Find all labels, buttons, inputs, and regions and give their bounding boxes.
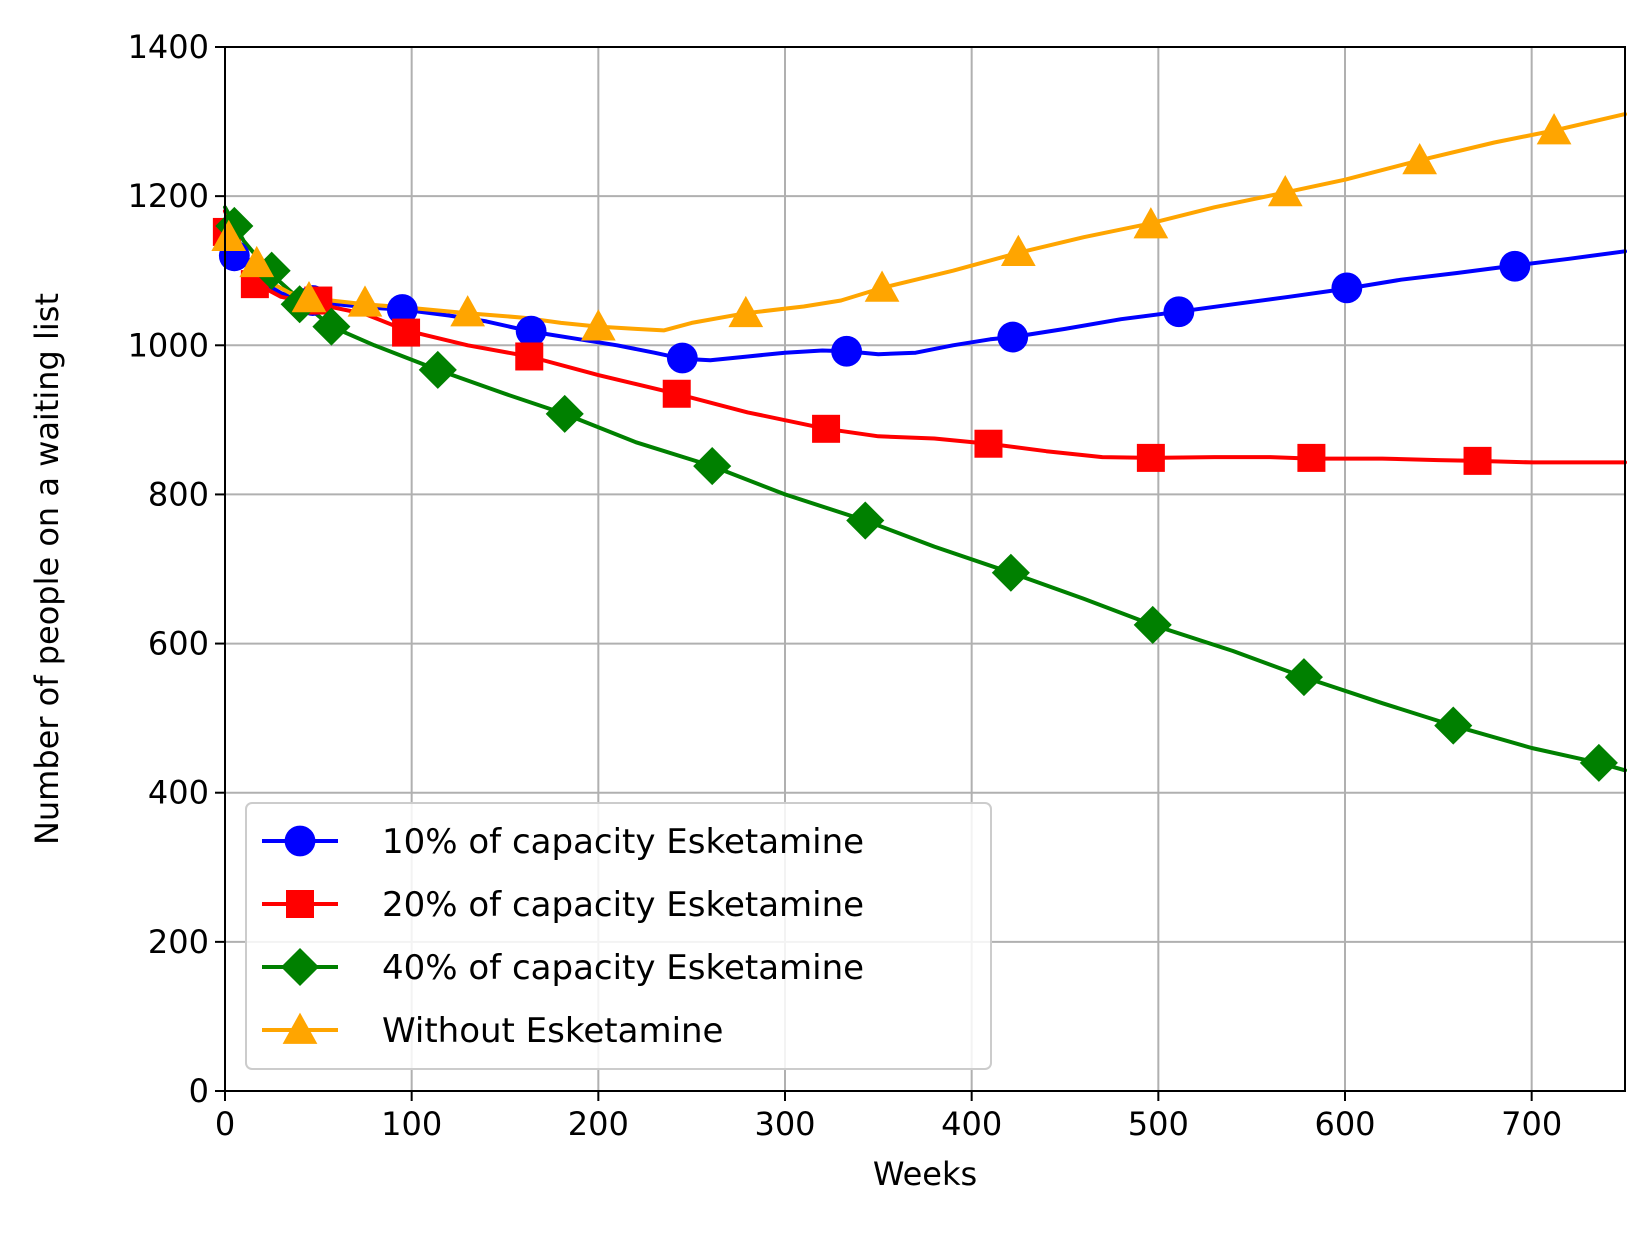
y-tick-label: 200 xyxy=(148,923,209,961)
data-point-series-4 xyxy=(864,270,900,302)
data-point-series-3 xyxy=(1284,658,1323,697)
data-point-series-2 xyxy=(1297,443,1326,472)
legend-label: 10% of capacity Esketamine xyxy=(382,822,864,862)
data-point-series-2 xyxy=(1136,443,1165,472)
legend-label: 40% of capacity Esketamine xyxy=(382,948,864,988)
legend-entry: Without Esketamine xyxy=(262,1011,723,1051)
x-tick-label: 600 xyxy=(1314,1105,1375,1143)
data-point-series-4 xyxy=(347,285,383,317)
data-point-series-2 xyxy=(1463,446,1492,475)
data-point-series-4 xyxy=(239,245,275,278)
plot-frame xyxy=(224,46,1626,1092)
y-tick-label: 1000 xyxy=(128,326,209,364)
data-point-series-4 xyxy=(1536,113,1572,145)
y-tick-label: 1400 xyxy=(128,28,209,66)
data-point-series-4 xyxy=(1133,207,1169,239)
series-line-3 xyxy=(223,205,1627,773)
data-point-series-1 xyxy=(831,335,862,367)
data-point-series-4 xyxy=(450,295,486,327)
y-tick-label: 1200 xyxy=(128,177,209,215)
data-point-series-3 xyxy=(252,251,291,290)
x-tick-label: 300 xyxy=(754,1105,815,1143)
data-point-series-3 xyxy=(545,394,584,433)
data-point-series-3 xyxy=(1133,605,1172,644)
y-tick-label: 800 xyxy=(148,475,209,513)
y-tick-label: 400 xyxy=(148,774,209,812)
data-point-series-2 xyxy=(662,379,691,408)
data-point-series-2 xyxy=(812,414,841,443)
data-point-series-2 xyxy=(974,429,1003,458)
data-point-series-3 xyxy=(312,307,351,346)
data-point-series-1 xyxy=(1163,296,1195,328)
series-line-2 xyxy=(223,209,1627,465)
data-point-series-4 xyxy=(728,295,764,328)
data-point-series-2 xyxy=(392,318,421,347)
data-point-series-3 xyxy=(693,447,732,486)
data-point-series-4 xyxy=(291,280,327,313)
legend-box xyxy=(245,802,992,1070)
data-point-series-3 xyxy=(1579,743,1618,782)
data-point-series-3 xyxy=(846,501,885,540)
legend-entry: 20% of capacity Esketamine xyxy=(262,885,864,925)
data-point-series-1 xyxy=(1331,272,1363,304)
data-point-series-1 xyxy=(666,342,698,374)
data-point-series-3 xyxy=(1434,706,1473,745)
legend-entry: 40% of capacity Esketamine xyxy=(262,947,864,988)
data-point-series-4 xyxy=(211,219,247,252)
legend: 10% of capacity Esketamine 20% of capacit… xyxy=(245,802,992,1070)
x-axis-label: Weeks xyxy=(873,1155,977,1193)
data-point-series-1 xyxy=(1499,250,1531,282)
x-tick-label: 0 xyxy=(215,1105,235,1143)
data-point-series-3 xyxy=(991,553,1030,592)
data-point-series-4 xyxy=(1402,142,1438,175)
legend-label: 20% of capacity Esketamine xyxy=(382,885,864,925)
legend-label: Without Esketamine xyxy=(382,1011,723,1051)
x-tick-label: 100 xyxy=(381,1105,442,1143)
y-tick-label: 600 xyxy=(148,625,209,663)
series-line-4 xyxy=(223,112,1627,333)
y-axis-label: Number of people on a waiting list xyxy=(28,293,66,845)
legend-marker xyxy=(280,947,320,987)
legend-marker xyxy=(284,825,316,857)
data-point-series-2 xyxy=(515,342,544,371)
data-point-series-4 xyxy=(580,309,616,341)
data-point-series-4 xyxy=(1267,175,1303,207)
x-tick-label: 700 xyxy=(1501,1105,1562,1143)
data-point-series-1 xyxy=(386,294,418,325)
legend-marker xyxy=(282,1012,318,1044)
legend-marker xyxy=(286,890,314,918)
series-lines xyxy=(223,112,1627,773)
x-tick-label: 200 xyxy=(568,1105,629,1143)
data-point-series-1 xyxy=(997,321,1029,353)
axis-ticks: 0 100 200 300 400 500 600 700 0 200 400 600 800 1000 1… xyxy=(128,28,1563,1143)
data-point-series-4 xyxy=(1000,234,1036,266)
series-markers xyxy=(211,113,1618,782)
y-tick-label: 0 xyxy=(189,1072,209,1110)
x-tick-label: 500 xyxy=(1128,1105,1189,1143)
data-point-series-3 xyxy=(418,350,457,389)
x-tick-label: 400 xyxy=(941,1105,1002,1143)
data-point-series-1 xyxy=(515,315,547,347)
legend-entry: 10% of capacity Esketamine xyxy=(262,822,864,862)
